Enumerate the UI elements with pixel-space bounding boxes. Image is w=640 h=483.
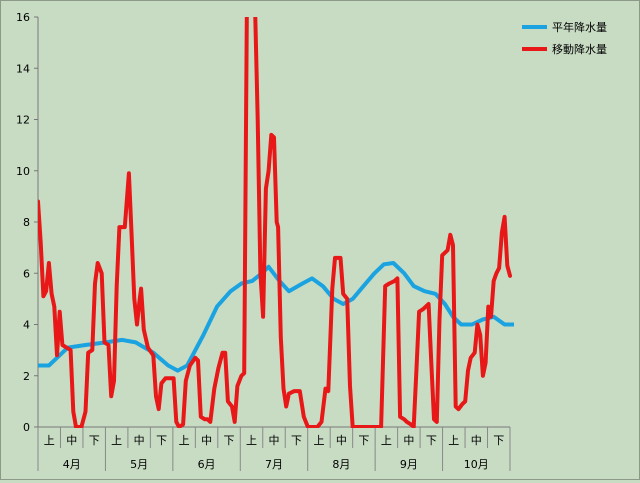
dekad-label: 下 [493, 434, 504, 447]
dekad-label: 下 [291, 434, 302, 447]
dekad-label: 下 [224, 434, 235, 447]
dekad-label: 上 [44, 434, 55, 447]
dekad-label: 下 [358, 434, 369, 447]
dekad-label: 上 [111, 434, 122, 447]
series-line-1 [38, 261, 514, 373]
y-tick-label: 16 [16, 11, 30, 24]
series-line-2 [38, 17, 512, 428]
month-label: 9月 [400, 458, 418, 471]
y-tick-label: 14 [16, 62, 30, 75]
dekad-label: 中 [134, 434, 145, 447]
y-tick-label: 8 [23, 216, 30, 229]
y-tick-label: 10 [16, 165, 30, 178]
dekad-label: 中 [471, 434, 482, 447]
dekad-label: 中 [336, 434, 347, 447]
y-tick-label: 6 [23, 267, 30, 280]
month-label: 6月 [198, 458, 216, 471]
dekad-label: 下 [89, 434, 100, 447]
series-group [38, 17, 514, 428]
month-label: 10月 [464, 458, 489, 471]
dekad-label: 中 [201, 434, 212, 447]
dekad-label: 中 [66, 434, 77, 447]
month-label: 8月 [332, 458, 350, 471]
dekad-label: 上 [381, 434, 392, 447]
y-tick-label: 4 [23, 319, 30, 332]
dekad-label: 上 [179, 434, 190, 447]
dekad-label: 下 [426, 434, 437, 447]
dekad-label: 下 [156, 434, 167, 447]
dekad-label: 上 [246, 434, 257, 447]
y-tick-label: 0 [23, 421, 30, 434]
dekad-label: 中 [269, 434, 280, 447]
month-label: 5月 [130, 458, 148, 471]
month-label: 7月 [265, 458, 283, 471]
y-tick-label: 12 [16, 114, 30, 127]
month-label: 4月 [63, 458, 81, 471]
plot-area: 0246810121416上中下4月上中下5月上中下6月上中下7月上中下8月上中… [16, 11, 514, 471]
y-tick-label: 2 [23, 370, 30, 383]
dekad-label: 中 [403, 434, 414, 447]
dekad-label: 上 [448, 434, 459, 447]
dekad-label: 上 [313, 434, 324, 447]
legend-label-1: 平年降水量 [552, 20, 607, 34]
legend-label-2: 移動降水量 [552, 42, 607, 56]
